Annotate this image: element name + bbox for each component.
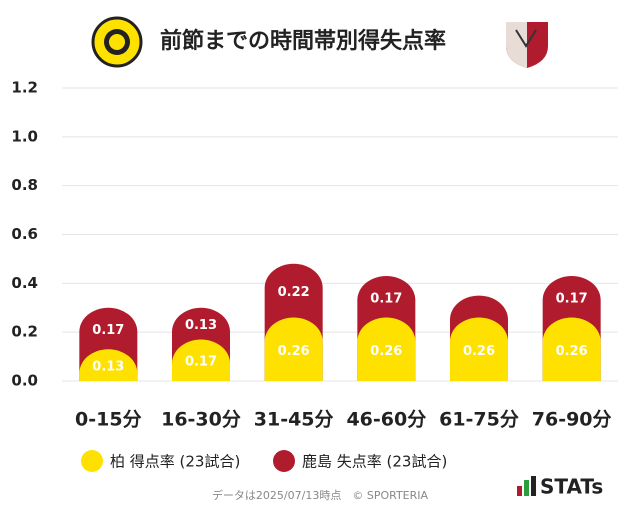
x-tick-label: 0-15分: [75, 409, 142, 431]
data-label: 0.26: [556, 344, 588, 359]
data-label: 0.17: [185, 355, 217, 370]
y-tick-label: 1.0: [11, 127, 38, 145]
chart-title: 前節までの時間帯別得失点率: [160, 28, 446, 54]
data-label: 0.17: [556, 291, 588, 306]
brand: STATs: [540, 475, 603, 499]
home-logo: [91, 16, 143, 68]
y-tick-label: 0.0: [11, 372, 38, 390]
y-tick-label: 0.6: [11, 225, 38, 243]
footnote: データは2025/07/13時点 © SPORTERIA: [212, 488, 429, 502]
bar-segment: [542, 317, 601, 381]
x-tick-label: 46-60分: [346, 409, 426, 431]
away-logo: [506, 22, 548, 68]
legend-label: 鹿島 失点率 (23試合): [302, 453, 447, 471]
bar-segment: [264, 317, 323, 381]
y-tick-label: 1.2: [11, 79, 38, 97]
data-label: 0.26: [278, 344, 310, 359]
data-label: 0.22: [278, 285, 310, 300]
data-label: 0.17: [370, 291, 402, 306]
bar-segment: [450, 317, 508, 381]
bar-segment: [357, 317, 416, 381]
x-tick-label: 16-30分: [161, 409, 241, 431]
y-tick-label: 0.8: [11, 176, 38, 194]
x-tick-label: 76-90分: [532, 409, 612, 431]
data-label: 0.26: [463, 344, 495, 359]
y-tick-label: 0.2: [11, 323, 38, 341]
legend-label: 柏 得点率 (23試合): [110, 453, 240, 471]
data-label: 0.13: [92, 360, 124, 375]
bar-segment: [79, 349, 138, 381]
brand-logo: [517, 476, 536, 496]
bar-segment: [172, 339, 230, 381]
x-tick-label: 31-45分: [254, 409, 334, 431]
legend-marker: [81, 450, 103, 472]
data-label: 0.26: [370, 344, 402, 359]
x-tick-label: 61-75分: [439, 409, 519, 431]
y-tick-label: 0.4: [11, 274, 38, 292]
data-label: 0.17: [92, 323, 124, 338]
legend-marker: [273, 450, 295, 472]
data-label: 0.13: [185, 318, 217, 333]
